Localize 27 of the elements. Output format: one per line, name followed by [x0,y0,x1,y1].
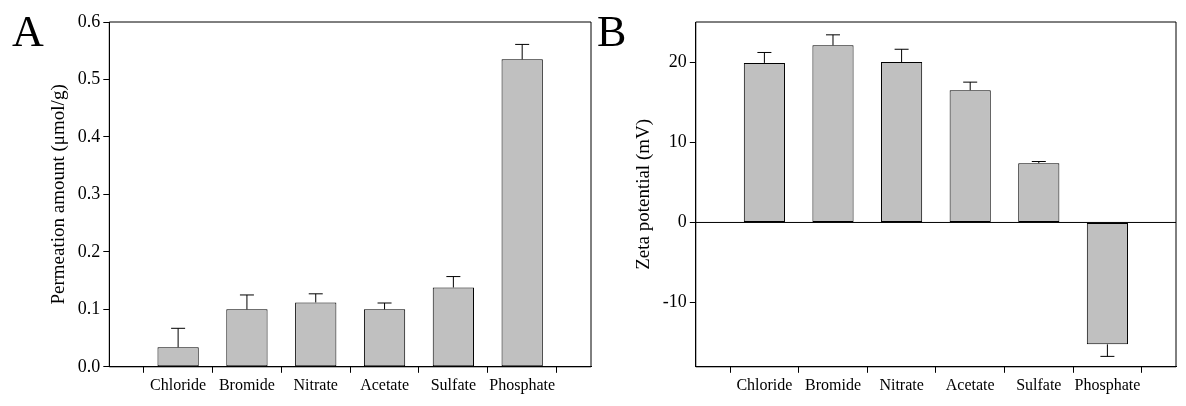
x-tick-label: Sulfate [430,375,477,393]
y-axis-title: Zeta potential (mV) [632,118,655,270]
y-tick-label: 0.6 [77,10,101,31]
y-tick-label: 0.0 [77,355,101,376]
y-tick-label: 0.3 [77,183,101,204]
y-tick-label: 0.1 [77,298,101,319]
y-tick-label: 0.4 [77,125,101,146]
x-tick-label: Acetate [945,375,995,393]
chart-title: B [597,6,627,56]
x-tick-label: Chloride [150,375,207,393]
y-tick-label: 10 [668,131,687,152]
y-axis-title: Permeation amount (μmol/g) [47,84,70,305]
x-tick-label: Sulfate [1016,375,1062,393]
x-tick-label: Bromide [218,375,275,393]
chart-title: A [12,6,44,56]
y-tick-label: 20 [668,50,687,71]
x-tick-label: Nitrate [293,375,338,393]
x-tick-label: Chloride [736,375,793,393]
x-tick-label: Nitrate [879,375,924,393]
y-tick-label: 0.5 [77,68,101,89]
x-tick-label: Acetate [360,375,409,393]
x-tick-label: Phosphate [1074,375,1141,394]
y-tick-label: -10 [662,291,687,312]
y-tick-label: 0 [677,211,687,232]
x-tick-label: Phosphate [489,375,556,394]
x-tick-label: Bromide [805,375,861,393]
y-tick-label: 0.2 [77,240,101,261]
